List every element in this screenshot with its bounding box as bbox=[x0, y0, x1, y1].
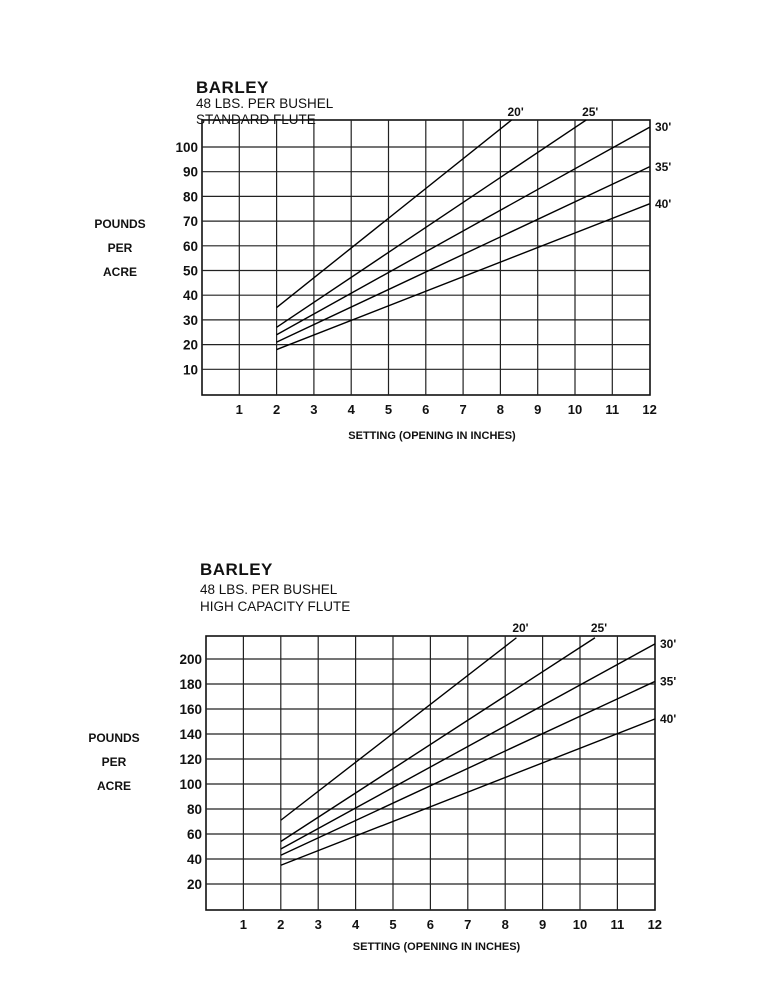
x-tick-label: 6 bbox=[427, 917, 434, 932]
y-tick-label: 60 bbox=[183, 239, 198, 254]
chart2-ylabel-line2: PER bbox=[101, 755, 127, 769]
x-tick-label: 8 bbox=[502, 917, 509, 932]
chart1-subtitle-weight: 48 LBS. PER BUSHEL bbox=[196, 96, 334, 111]
x-tick-label: 9 bbox=[539, 917, 546, 932]
y-tick-label: 100 bbox=[175, 140, 198, 155]
series-label: 20' bbox=[507, 105, 523, 119]
series-line-30ft bbox=[276, 126, 650, 336]
y-tick-label: 80 bbox=[187, 802, 202, 817]
chart2-ylabel-line3: ACRE bbox=[96, 779, 131, 793]
x-tick-label: 7 bbox=[464, 917, 471, 932]
y-tick-label: 30 bbox=[183, 313, 198, 328]
y-tick-label: 90 bbox=[183, 165, 198, 180]
y-tick-label: 40 bbox=[183, 288, 198, 303]
chart2-subtitle-flute: HIGH CAPACITY FLUTE bbox=[200, 599, 351, 614]
chart2-subtitle-weight: 48 LBS. PER BUSHEL bbox=[200, 582, 338, 597]
chart2-title: BARLEY bbox=[200, 560, 273, 579]
x-tick-label: 6 bbox=[422, 402, 429, 417]
series-label: 35' bbox=[655, 160, 671, 174]
series-label: 25' bbox=[591, 621, 607, 635]
y-tick-label: 20 bbox=[187, 877, 202, 892]
series-line-35ft bbox=[276, 166, 650, 343]
series-line-25ft bbox=[280, 637, 596, 843]
x-axis-label: SETTING (OPENING IN INCHES) bbox=[353, 941, 521, 953]
chart1-ylabel-line3: ACRE bbox=[102, 265, 137, 279]
x-tick-label: 1 bbox=[236, 402, 243, 417]
series-label: 30' bbox=[660, 637, 676, 651]
series-label: 25' bbox=[582, 105, 598, 119]
chart1-plot: 1 2 3 4 5 6 7 8 9 10 11 12102030405060708090100SETT… bbox=[175, 105, 671, 442]
series-line-35ft bbox=[280, 680, 656, 856]
x-tick-label: 1 bbox=[240, 917, 247, 932]
chart2-ylabel-line1: POUNDS bbox=[88, 731, 140, 745]
series-line-40ft bbox=[276, 203, 650, 351]
x-tick-label: 3 bbox=[315, 917, 322, 932]
series-label: 40' bbox=[660, 712, 676, 726]
x-tick-label: 10 bbox=[573, 917, 587, 932]
x-tick-label: 3 bbox=[310, 402, 317, 417]
series-label: 20' bbox=[512, 621, 528, 635]
y-tick-label: 120 bbox=[179, 752, 202, 767]
series-label: 30' bbox=[655, 120, 671, 134]
y-tick-label: 10 bbox=[183, 362, 198, 377]
series-line-25ft bbox=[276, 119, 587, 328]
y-tick-label: 180 bbox=[179, 677, 202, 692]
x-tick-label: 2 bbox=[273, 402, 280, 417]
y-tick-label: 40 bbox=[187, 852, 202, 867]
x-tick-label: 11 bbox=[611, 917, 625, 932]
y-tick-label: 200 bbox=[179, 652, 202, 667]
x-tick-label: 4 bbox=[348, 402, 356, 417]
x-tick-label: 5 bbox=[389, 917, 396, 932]
y-tick-label: 70 bbox=[183, 214, 198, 229]
x-tick-label: 9 bbox=[534, 402, 541, 417]
x-tick-label: 11 bbox=[605, 402, 619, 417]
chart1-ylabel-line2: PER bbox=[107, 241, 133, 255]
chart1-title: BARLEY bbox=[196, 78, 269, 97]
y-tick-label: 60 bbox=[187, 827, 202, 842]
y-tick-label: 50 bbox=[183, 264, 198, 279]
x-tick-label: 12 bbox=[648, 917, 662, 932]
y-tick-label: 20 bbox=[183, 338, 198, 353]
x-tick-label: 12 bbox=[642, 402, 656, 417]
y-tick-label: 140 bbox=[179, 727, 202, 742]
x-tick-label: 5 bbox=[385, 402, 392, 417]
chart2-plot: 1 2 3 4 5 6 7 8 9 10 11 122040608010012014016018020… bbox=[179, 621, 676, 953]
series-line-30ft bbox=[280, 643, 656, 850]
series-line-20ft bbox=[280, 637, 517, 821]
x-axis-label: SETTING (OPENING IN INCHES) bbox=[348, 430, 516, 442]
chart1-ylabel-line1: POUNDS bbox=[94, 217, 146, 231]
y-tick-label: 160 bbox=[179, 702, 202, 717]
x-tick-label: 2 bbox=[277, 917, 284, 932]
series-line-20ft bbox=[276, 119, 513, 309]
series-line-40ft bbox=[280, 718, 656, 866]
x-tick-label: 4 bbox=[352, 917, 360, 932]
x-tick-label: 10 bbox=[568, 402, 582, 417]
series-label: 40' bbox=[655, 197, 671, 211]
y-tick-label: 80 bbox=[183, 189, 198, 204]
x-tick-label: 8 bbox=[497, 402, 504, 417]
y-tick-label: 100 bbox=[179, 777, 202, 792]
series-label: 35' bbox=[660, 675, 676, 689]
x-tick-label: 7 bbox=[459, 402, 466, 417]
